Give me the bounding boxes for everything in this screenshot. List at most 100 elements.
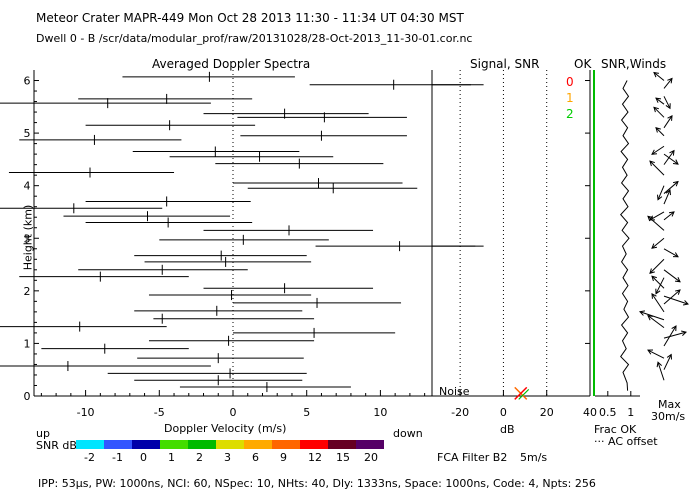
signal-tick-label: 20 — [540, 406, 554, 419]
snr-scale-label: 9 — [280, 451, 287, 464]
snr-marker-ok — [518, 388, 530, 400]
wind-vector — [663, 289, 681, 305]
wind-vector — [663, 153, 679, 165]
snr-scale-swatch — [160, 440, 188, 449]
wind-vector — [651, 145, 665, 155]
wind-vector — [663, 211, 675, 221]
wind-vector — [649, 211, 665, 221]
velocity-tick-label: -10 — [77, 406, 95, 419]
up-label: up — [36, 427, 50, 440]
wind-arrowhead — [665, 189, 671, 196]
wind-arrowhead — [682, 300, 689, 306]
wind-vector — [639, 311, 665, 321]
frac-ok-profile — [620, 80, 630, 391]
wind-vector — [663, 115, 673, 129]
wind-vector — [663, 295, 689, 305]
ok-legend-2: 2 — [566, 107, 574, 121]
noise-label: Noise — [439, 385, 470, 398]
wind-vector — [655, 277, 665, 294]
height-tick-label: 4 — [24, 180, 31, 193]
wind-arrowhead — [681, 330, 688, 336]
wind-arrowhead — [647, 349, 654, 355]
signal-tick-label: 0 — [500, 406, 507, 419]
snr-scale-label: 3 — [224, 451, 231, 464]
max-label: Max — [658, 398, 681, 411]
wind-arrowhead — [669, 149, 675, 156]
frac-ok-label: Frac OK — [594, 423, 637, 436]
wind-arrowhead — [653, 106, 659, 113]
wind-arrowhead — [673, 180, 679, 187]
wind-vector — [663, 331, 687, 339]
signal-tick-label: 40 — [583, 406, 597, 419]
wind-arrowhead — [667, 114, 673, 121]
velocity-tick-label: -5 — [154, 406, 165, 419]
height-tick-label: 5 — [24, 127, 31, 140]
x-axis-label: Doppler Velocity (m/s) — [164, 422, 287, 435]
snr-scale-swatch — [300, 440, 328, 449]
wind-arrowhead — [653, 71, 660, 78]
wind-arrowhead — [649, 268, 655, 275]
wind-arrowhead — [639, 310, 646, 316]
snr-scale-label: -2 — [84, 451, 95, 464]
snr-scale-swatch — [272, 440, 300, 449]
wind-vector — [663, 248, 679, 258]
frac-tick-label: 1 — [627, 406, 634, 419]
wind-arrowhead — [674, 277, 681, 283]
down-label: down — [393, 427, 423, 440]
wind-arrowhead — [671, 325, 677, 332]
snr-scale-swatch — [244, 440, 272, 449]
wind-arrowhead — [672, 252, 679, 258]
velocity-tick-label: 5 — [303, 406, 310, 419]
wind-vector — [651, 237, 665, 249]
velocity-tick-label: 10 — [373, 406, 387, 419]
snr-scale-swatch — [328, 440, 356, 449]
frac-tick-label: 0.5 — [599, 406, 617, 419]
velocity-tick-label: 0 — [230, 406, 237, 419]
snr-scale-swatch — [216, 440, 244, 449]
snr-scale-label: 20 — [364, 451, 378, 464]
wind-vector — [663, 96, 671, 109]
wind-vector — [655, 127, 665, 137]
wind-arrowhead — [672, 159, 679, 165]
wind-arrowhead — [655, 288, 661, 295]
snr-scale-label: 2 — [196, 451, 203, 464]
wind-arrowhead — [667, 77, 673, 84]
wind-vector — [651, 293, 665, 313]
wind-vector — [663, 354, 672, 370]
ok-legend-1: 1 — [566, 91, 574, 105]
height-tick-label: 6 — [24, 75, 31, 88]
wind-arrowhead — [651, 243, 658, 249]
ok-panel-title: OK — [574, 57, 592, 71]
snr-db-label: SNR dB — [36, 439, 77, 452]
wind-arrowhead — [649, 215, 656, 221]
wind-arrowhead — [647, 315, 654, 321]
wind-arrowhead — [657, 194, 663, 201]
wind-arrowhead — [666, 353, 672, 360]
wind-vector — [647, 315, 665, 329]
snr-scale-swatch — [104, 440, 132, 449]
wind-vector — [649, 258, 665, 274]
wind-vector — [653, 106, 665, 118]
snr-scale-label: 0 — [140, 451, 147, 464]
wind-arrowhead — [655, 126, 661, 133]
wind-arrowhead — [655, 97, 662, 103]
ac-offset-label: ··· AC offset — [594, 435, 658, 448]
header-file: Dwell 0 - B /scr/data/modular_prof/raw/2… — [36, 32, 473, 45]
height-tick-label: 1 — [24, 337, 31, 350]
snr-scale-label: 15 — [336, 451, 350, 464]
wind-arrowhead — [651, 149, 658, 155]
wind-vector — [663, 269, 681, 283]
footer-params: IPP: 53µs, PW: 1000ns, NCI: 60, NSpec: 1… — [38, 477, 596, 490]
wind-arrowhead — [651, 275, 657, 282]
header-title: Meteor Crater MAPR-449 Mon Oct 28 2013 1… — [36, 11, 464, 25]
snr-scale-label: 12 — [308, 451, 322, 464]
snr-scale-swatch — [188, 440, 216, 449]
height-tick-label: 2 — [24, 285, 31, 298]
wind-arrowhead — [665, 103, 671, 110]
db-label: dB — [500, 423, 515, 436]
wind-vector — [651, 275, 665, 289]
wind-vector — [663, 78, 673, 89]
wind-vector — [657, 362, 665, 381]
